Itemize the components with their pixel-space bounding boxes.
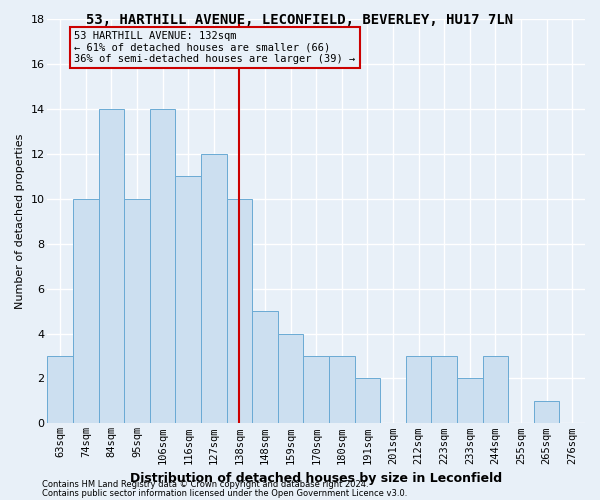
Bar <box>252 311 278 424</box>
Bar <box>304 356 329 424</box>
Bar <box>355 378 380 424</box>
Bar <box>482 356 508 424</box>
Bar <box>175 176 201 424</box>
Bar <box>406 356 431 424</box>
Bar <box>73 198 98 424</box>
Bar <box>534 401 559 423</box>
Bar <box>124 198 150 424</box>
X-axis label: Distribution of detached houses by size in Leconfield: Distribution of detached houses by size … <box>130 472 502 485</box>
Bar <box>227 198 252 424</box>
Text: Contains public sector information licensed under the Open Government Licence v3: Contains public sector information licen… <box>42 488 407 498</box>
Bar <box>47 356 73 424</box>
Y-axis label: Number of detached properties: Number of detached properties <box>15 134 25 309</box>
Bar <box>278 334 304 424</box>
Bar <box>457 378 482 424</box>
Text: 53 HARTHILL AVENUE: 132sqm
← 61% of detached houses are smaller (66)
36% of semi: 53 HARTHILL AVENUE: 132sqm ← 61% of deta… <box>74 31 356 64</box>
Bar <box>98 109 124 424</box>
Bar <box>150 109 175 424</box>
Bar <box>329 356 355 424</box>
Bar <box>431 356 457 424</box>
Text: 53, HARTHILL AVENUE, LECONFIELD, BEVERLEY, HU17 7LN: 53, HARTHILL AVENUE, LECONFIELD, BEVERLE… <box>86 12 514 26</box>
Bar <box>201 154 227 423</box>
Text: Contains HM Land Registry data © Crown copyright and database right 2024.: Contains HM Land Registry data © Crown c… <box>42 480 368 489</box>
